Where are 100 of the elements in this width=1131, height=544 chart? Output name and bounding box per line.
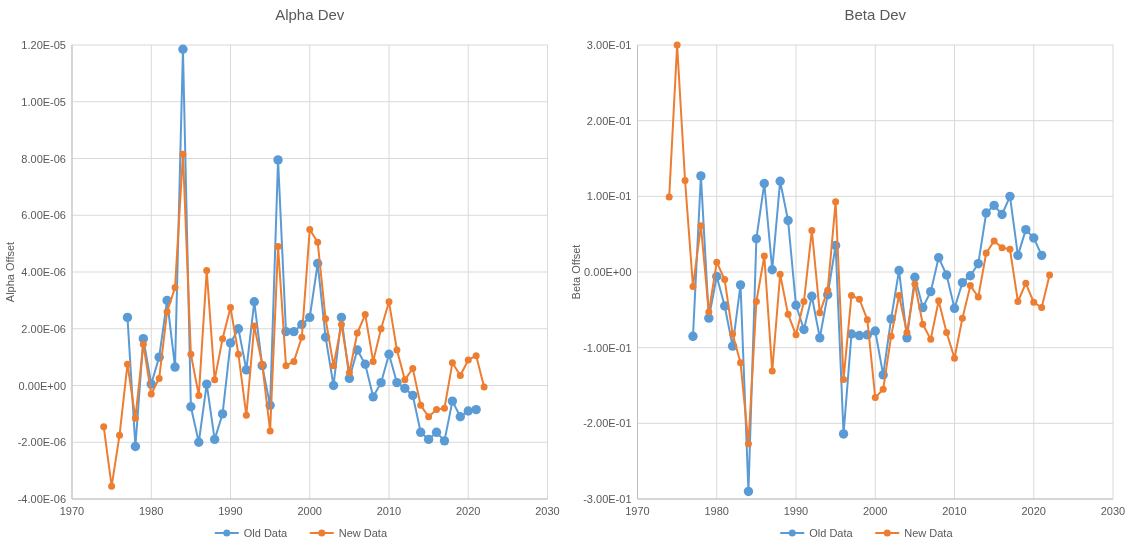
point xyxy=(416,427,426,438)
legend-label: New Data xyxy=(904,527,954,539)
point xyxy=(990,237,998,245)
point xyxy=(895,291,903,299)
x-tick-label: 1990 xyxy=(783,505,809,517)
point xyxy=(760,252,768,260)
point xyxy=(721,276,729,284)
point xyxy=(927,335,935,343)
x-tick-label: 2020 xyxy=(456,505,481,517)
y-axis-title: Alpha Offset xyxy=(4,241,16,303)
point xyxy=(328,380,339,391)
y-tick-label: -2.00E-06 xyxy=(17,436,66,449)
point xyxy=(1006,245,1014,253)
x-tick-label: 1970 xyxy=(625,505,650,517)
point xyxy=(202,379,212,389)
legend-label: New Data xyxy=(338,527,388,539)
y-tick-label: -4.00E-06 xyxy=(17,493,66,505)
y-tick-label: -3.00E-01 xyxy=(583,493,632,505)
point xyxy=(981,208,991,218)
point xyxy=(863,316,871,324)
point xyxy=(100,423,108,431)
point xyxy=(448,359,456,367)
point xyxy=(336,312,347,323)
chart-title: Beta Dev xyxy=(844,6,907,23)
point xyxy=(123,360,131,368)
point xyxy=(361,311,369,319)
x-tick-label: 2010 xyxy=(376,505,402,517)
point xyxy=(360,359,370,369)
chart-title: Alpha Dev xyxy=(275,6,345,23)
point xyxy=(155,374,163,382)
point xyxy=(274,242,282,250)
point xyxy=(337,320,345,328)
point xyxy=(941,270,952,280)
point xyxy=(989,200,999,211)
point xyxy=(744,440,752,448)
point xyxy=(910,272,920,282)
point xyxy=(225,338,236,348)
point xyxy=(854,330,865,341)
y-tick-label: -2.00E-01 xyxy=(583,417,632,430)
legend-label: Old Data xyxy=(809,527,854,539)
point xyxy=(408,390,418,401)
point xyxy=(665,193,673,201)
point xyxy=(973,258,983,269)
point xyxy=(471,404,481,415)
point xyxy=(203,267,211,275)
point xyxy=(227,303,234,311)
y-tick-label: 1.20E-05 xyxy=(21,39,66,51)
x-tick-label: 1990 xyxy=(218,505,243,517)
point xyxy=(353,329,361,337)
point xyxy=(855,295,863,303)
point xyxy=(433,406,441,414)
point xyxy=(935,297,943,305)
point xyxy=(949,303,960,314)
x-tick-label: 1980 xyxy=(704,505,729,517)
point xyxy=(376,377,386,388)
x-tick-label: 2000 xyxy=(297,505,322,517)
point xyxy=(282,362,290,370)
x-tick-label: 2030 xyxy=(535,505,560,517)
point xyxy=(767,265,777,275)
point xyxy=(463,406,473,416)
point xyxy=(290,357,298,365)
point xyxy=(894,265,904,276)
point xyxy=(219,335,227,343)
point xyxy=(456,372,464,380)
point xyxy=(179,150,187,158)
y-tick-label: 1.00E-01 xyxy=(586,190,632,203)
point xyxy=(824,286,832,294)
y-tick-label: 1.00E-05 xyxy=(21,95,66,108)
point xyxy=(171,284,179,292)
point xyxy=(689,282,697,290)
point xyxy=(791,300,801,310)
point xyxy=(966,282,974,290)
point xyxy=(943,329,951,337)
point xyxy=(273,155,283,165)
point xyxy=(688,331,698,342)
point xyxy=(122,312,133,323)
point xyxy=(116,431,124,439)
point xyxy=(998,244,1006,252)
point xyxy=(322,315,330,323)
point xyxy=(345,369,353,377)
point xyxy=(879,385,887,393)
point xyxy=(933,252,944,263)
point xyxy=(234,350,242,358)
y-tick-label: 4.00E-06 xyxy=(21,266,66,278)
point xyxy=(783,215,793,226)
point xyxy=(423,434,434,445)
point xyxy=(1029,233,1039,243)
point xyxy=(775,176,785,186)
point xyxy=(713,258,721,266)
point xyxy=(298,333,306,341)
point xyxy=(735,280,746,290)
point xyxy=(409,364,417,372)
point xyxy=(1046,271,1054,279)
y-tick-label: -1.00E-01 xyxy=(583,341,632,354)
y-tick-label: 3.00E-01 xyxy=(586,39,632,51)
point xyxy=(266,427,274,435)
x-tick-label: 2000 xyxy=(863,505,888,517)
x-tick-label: 2010 xyxy=(942,505,967,517)
x-tick-label: 2030 xyxy=(1100,505,1126,517)
point xyxy=(737,359,745,367)
